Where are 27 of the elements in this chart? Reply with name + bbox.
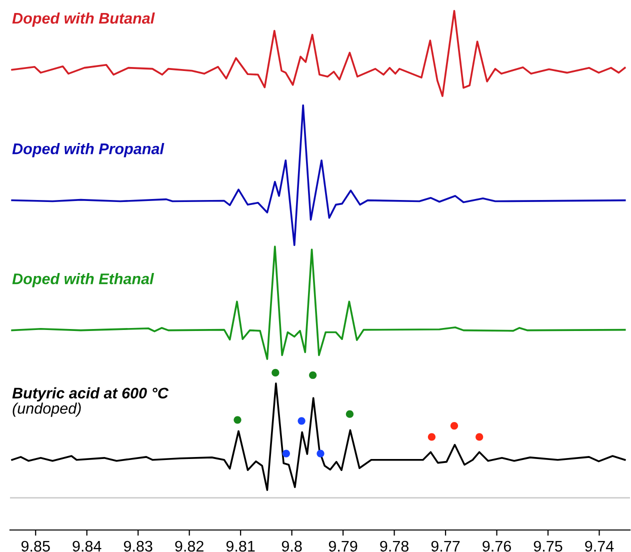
x-tick-label: 9.78 xyxy=(380,540,408,552)
x-tick-label: 9.8 xyxy=(282,540,302,552)
point xyxy=(282,450,290,458)
x-tick-label: 9.81 xyxy=(226,540,255,552)
x-tick-label: 9.83 xyxy=(124,540,152,552)
point xyxy=(428,433,436,441)
x-tick-label: 9.75 xyxy=(534,540,562,552)
x-tick-label: 9.84 xyxy=(72,540,102,552)
point xyxy=(450,422,458,430)
point xyxy=(346,410,354,418)
point xyxy=(476,433,484,441)
text: Butyric acid at 600 °C xyxy=(12,387,169,402)
text: Doped with Ethanal xyxy=(12,273,154,288)
x-tick-label: 9.79 xyxy=(328,540,358,552)
x-tick-label: 9.82 xyxy=(175,540,204,552)
x-tick-label: 9.74 xyxy=(585,540,614,552)
annotation: (undoped) xyxy=(12,402,81,417)
x-tick-label: 9.77 xyxy=(431,540,460,552)
point xyxy=(298,417,306,425)
point xyxy=(316,450,324,458)
x-tick-label: 9.85 xyxy=(21,540,50,552)
point xyxy=(309,371,317,379)
point xyxy=(272,368,280,376)
point xyxy=(234,416,242,424)
text: Doped with Propanal xyxy=(12,142,164,158)
text: Doped with Butanal xyxy=(12,12,155,27)
x-tick-label: 9.76 xyxy=(482,540,511,552)
